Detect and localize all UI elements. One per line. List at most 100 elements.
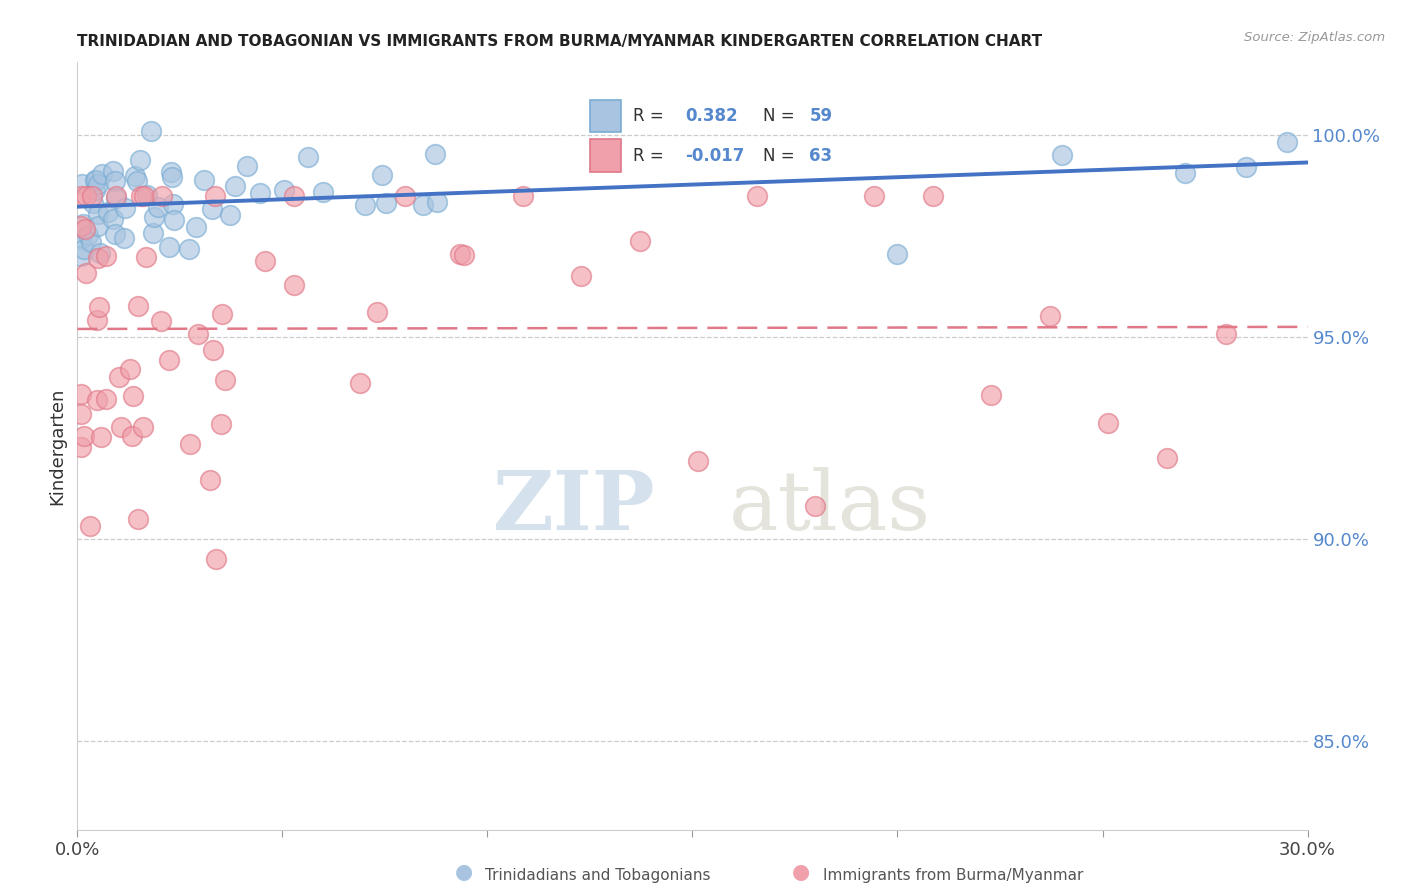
Point bbox=[1174, 165, 1197, 179]
Point bbox=[142, 226, 165, 240]
Text: Immigrants from Burma/Myanmar: Immigrants from Burma/Myanmar bbox=[823, 869, 1083, 883]
Point bbox=[1039, 310, 1062, 324]
Point bbox=[425, 194, 447, 209]
Point bbox=[72, 217, 94, 231]
Point bbox=[131, 188, 153, 202]
Point bbox=[148, 200, 170, 214]
Text: N =: N = bbox=[763, 146, 794, 164]
Point bbox=[101, 212, 124, 227]
Point bbox=[1275, 136, 1298, 150]
Point bbox=[209, 417, 232, 431]
Point bbox=[394, 188, 416, 202]
Point bbox=[101, 163, 124, 178]
Text: R =: R = bbox=[633, 107, 664, 125]
Point bbox=[125, 174, 148, 188]
Point bbox=[224, 179, 246, 194]
Point bbox=[104, 190, 127, 204]
Point bbox=[374, 195, 396, 210]
Point bbox=[87, 219, 110, 234]
Point bbox=[124, 169, 146, 183]
Point bbox=[70, 232, 93, 246]
Point bbox=[235, 159, 257, 173]
Point bbox=[160, 165, 183, 179]
Point bbox=[150, 313, 173, 327]
Point bbox=[107, 369, 129, 384]
Point bbox=[70, 178, 93, 192]
Point bbox=[366, 305, 388, 319]
Text: Trinidadians and Tobagonians: Trinidadians and Tobagonians bbox=[485, 869, 710, 883]
Point bbox=[425, 147, 447, 161]
Text: atlas: atlas bbox=[730, 467, 932, 548]
Point bbox=[628, 234, 651, 248]
Point bbox=[83, 173, 105, 187]
Point bbox=[297, 150, 319, 164]
Point bbox=[132, 188, 155, 202]
Point bbox=[75, 266, 97, 280]
Point bbox=[132, 419, 155, 434]
Point bbox=[73, 429, 96, 443]
Text: 59: 59 bbox=[810, 107, 832, 125]
Text: Source: ZipAtlas.com: Source: ZipAtlas.com bbox=[1244, 31, 1385, 45]
Point bbox=[163, 213, 186, 227]
Point bbox=[114, 202, 136, 216]
Point bbox=[70, 387, 93, 401]
Point bbox=[688, 454, 710, 468]
Point bbox=[211, 307, 233, 321]
Point bbox=[198, 473, 221, 487]
Point bbox=[371, 168, 394, 182]
Text: 0.382: 0.382 bbox=[686, 107, 738, 125]
Point bbox=[87, 252, 110, 266]
Point bbox=[121, 429, 143, 443]
Point bbox=[122, 389, 145, 403]
Bar bbox=[589, 100, 620, 132]
Point bbox=[283, 277, 305, 292]
Point bbox=[512, 188, 534, 202]
Point bbox=[128, 153, 150, 167]
Point bbox=[142, 210, 165, 224]
Point bbox=[1234, 160, 1257, 174]
Y-axis label: Kindergarten: Kindergarten bbox=[48, 387, 66, 505]
Point bbox=[136, 188, 159, 202]
Point bbox=[162, 196, 184, 211]
Point bbox=[70, 219, 93, 233]
Point bbox=[184, 220, 207, 235]
Point bbox=[863, 188, 886, 202]
Point bbox=[886, 246, 908, 260]
Point bbox=[70, 407, 93, 421]
Point bbox=[980, 388, 1002, 402]
Text: TRINIDADIAN AND TOBAGONIAN VS IMMIGRANTS FROM BURMA/MYANMAR KINDERGARTEN CORRELA: TRINIDADIAN AND TOBAGONIAN VS IMMIGRANTS… bbox=[77, 34, 1042, 49]
Point bbox=[96, 392, 118, 406]
Point bbox=[1097, 416, 1119, 430]
Point bbox=[97, 205, 120, 219]
Point bbox=[179, 437, 201, 451]
Point bbox=[157, 352, 180, 367]
Point bbox=[110, 420, 132, 434]
Point bbox=[921, 188, 943, 202]
Point bbox=[141, 124, 163, 138]
Bar bbox=[589, 139, 620, 171]
Text: ZIP: ZIP bbox=[494, 467, 655, 548]
Point bbox=[219, 208, 242, 222]
Point bbox=[569, 268, 592, 283]
Point bbox=[89, 300, 111, 314]
Point bbox=[86, 392, 108, 407]
Point bbox=[273, 183, 295, 197]
Point bbox=[112, 231, 135, 245]
Text: -0.017: -0.017 bbox=[686, 146, 745, 164]
Point bbox=[73, 242, 96, 256]
Point bbox=[86, 313, 108, 327]
Point bbox=[249, 186, 271, 200]
Point bbox=[127, 299, 149, 313]
Point bbox=[745, 188, 768, 202]
Point bbox=[193, 173, 215, 187]
Point bbox=[1215, 326, 1237, 341]
Point bbox=[804, 500, 827, 514]
Point bbox=[83, 183, 105, 197]
Point bbox=[89, 246, 111, 260]
Point bbox=[76, 227, 98, 242]
Point bbox=[204, 188, 226, 202]
Point bbox=[82, 196, 104, 211]
Text: 63: 63 bbox=[810, 146, 832, 164]
Text: R =: R = bbox=[633, 146, 664, 164]
Point bbox=[157, 240, 180, 254]
